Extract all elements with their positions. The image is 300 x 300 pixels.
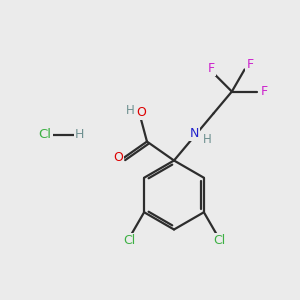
Text: H: H [202,134,211,146]
Text: N: N [190,127,199,140]
Text: F: F [260,85,268,98]
Text: H: H [126,104,134,117]
Text: Cl: Cl [214,234,226,247]
Text: Cl: Cl [38,128,52,142]
Text: Cl: Cl [124,234,136,247]
Text: O: O [113,151,123,164]
Text: F: F [246,58,254,71]
Text: O: O [136,106,146,119]
Text: H: H [75,128,84,142]
Text: F: F [208,61,215,75]
